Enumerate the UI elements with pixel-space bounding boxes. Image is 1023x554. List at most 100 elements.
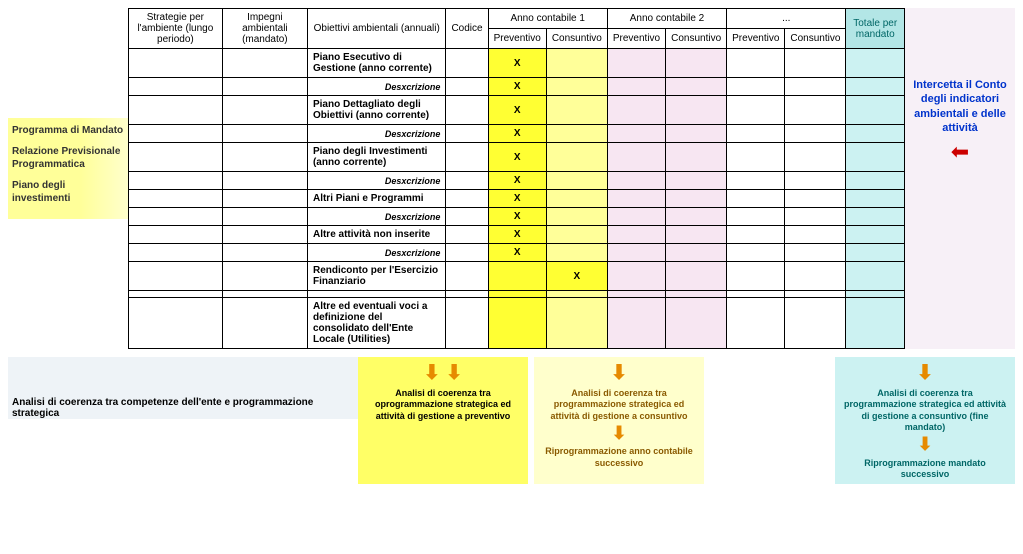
box2b-text: Riprogrammazione anno contabile successi… bbox=[540, 446, 698, 469]
cell-obiettivo: Altre ed eventuali voci a definizione de… bbox=[307, 298, 445, 349]
cell-prev3 bbox=[727, 49, 785, 78]
cell-obiettivo: Desxcrizione bbox=[307, 78, 445, 96]
cell-totale bbox=[846, 172, 905, 190]
cell-cons1 bbox=[546, 244, 607, 262]
table-body: Piano Esecutivo di Gestione (anno corren… bbox=[129, 49, 905, 349]
cell-obiettivo: Rendiconto per l'Esercizio Finanziario bbox=[307, 262, 445, 291]
cell-prev3 bbox=[727, 78, 785, 96]
cell-impegni bbox=[222, 96, 307, 125]
cell-prev3 bbox=[727, 172, 785, 190]
cell-prev1: X bbox=[488, 226, 546, 244]
cell-cons3 bbox=[785, 172, 846, 190]
cell-totale bbox=[846, 125, 905, 143]
cell-totale bbox=[846, 143, 905, 172]
cell-cons3 bbox=[785, 226, 846, 244]
cell-strategie bbox=[129, 298, 223, 349]
cell-totale bbox=[846, 291, 905, 298]
label-piano: Piano degli investimenti bbox=[12, 179, 124, 205]
table-row: Altre ed eventuali voci a definizione de… bbox=[129, 298, 905, 349]
table-row bbox=[129, 291, 905, 298]
arrow-down-icon: ⬇ bbox=[540, 361, 698, 386]
hdr-anno3: ... bbox=[727, 9, 846, 29]
cell-cons1 bbox=[546, 78, 607, 96]
cell-cons2 bbox=[666, 226, 727, 244]
hdr-cons1: Consuntivo bbox=[546, 29, 607, 49]
box-preventivo: ⬇ ⬇ Analisi di coerenza tra oprogrammazi… bbox=[358, 357, 528, 484]
hdr-impegni: Impegni ambientali (mandato) bbox=[222, 9, 307, 49]
cell-cons1 bbox=[546, 291, 607, 298]
cell-cons1 bbox=[546, 49, 607, 78]
hdr-anno2: Anno contabile 2 bbox=[607, 9, 726, 29]
arrow-down-icon: ⬇ bbox=[841, 361, 1009, 386]
cell-totale bbox=[846, 49, 905, 78]
cell-prev3 bbox=[727, 262, 785, 291]
table-row: DesxcrizioneX bbox=[129, 244, 905, 262]
cell-totale bbox=[846, 298, 905, 349]
box-mandato: ⬇ Analisi di coerenza tra programmazione… bbox=[835, 357, 1015, 484]
cell-cons3 bbox=[785, 143, 846, 172]
cell-strategie bbox=[129, 125, 223, 143]
cell-prev2 bbox=[607, 190, 665, 208]
cell-prev3 bbox=[727, 125, 785, 143]
box-consuntivo: ⬇ Analisi di coerenza tra programmazione… bbox=[534, 357, 704, 484]
cell-obiettivo: Altri Piani e Programmi bbox=[307, 190, 445, 208]
cell-prev2 bbox=[607, 78, 665, 96]
box3-text: Analisi di coerenza tra programmazione s… bbox=[841, 388, 1009, 433]
hdr-cons2: Consuntivo bbox=[666, 29, 727, 49]
cell-codice bbox=[446, 143, 488, 172]
cell-impegni bbox=[222, 49, 307, 78]
hdr-prev2: Preventivo bbox=[607, 29, 665, 49]
cell-prev1 bbox=[488, 298, 546, 349]
cell-strategie bbox=[129, 143, 223, 172]
cell-cons1 bbox=[546, 125, 607, 143]
arrow-down-icon: ⬇ bbox=[841, 433, 1009, 456]
arrow-down-icon: ⬇ bbox=[540, 422, 698, 445]
label-relazione: Relazione Previsionale Programmatica bbox=[12, 145, 124, 171]
cell-prev2 bbox=[607, 298, 665, 349]
cell-prev2 bbox=[607, 208, 665, 226]
cell-prev1: X bbox=[488, 78, 546, 96]
cell-codice bbox=[446, 298, 488, 349]
cell-cons2 bbox=[666, 78, 727, 96]
cell-cons1 bbox=[546, 208, 607, 226]
cell-totale bbox=[846, 96, 905, 125]
cell-prev2 bbox=[607, 125, 665, 143]
cell-prev3 bbox=[727, 226, 785, 244]
bottom-left-text: Analisi di coerenza tra competenze dell'… bbox=[8, 357, 358, 419]
cell-cons1 bbox=[546, 172, 607, 190]
cell-totale bbox=[846, 262, 905, 291]
cell-impegni bbox=[222, 291, 307, 298]
cell-cons1 bbox=[546, 298, 607, 349]
table-row: Altre attività non inseriteX bbox=[129, 226, 905, 244]
cell-prev1 bbox=[488, 262, 546, 291]
cell-cons1 bbox=[546, 190, 607, 208]
cell-prev1: X bbox=[488, 125, 546, 143]
cell-prev2 bbox=[607, 172, 665, 190]
cell-cons2 bbox=[666, 262, 727, 291]
cell-codice bbox=[446, 208, 488, 226]
arrow-down-icon: ⬇ ⬇ bbox=[364, 361, 522, 386]
cell-cons2 bbox=[666, 96, 727, 125]
hdr-obiettivi: Obiettivi ambientali (annuali) bbox=[307, 9, 445, 49]
cell-codice bbox=[446, 190, 488, 208]
cell-prev2 bbox=[607, 49, 665, 78]
cell-cons2 bbox=[666, 125, 727, 143]
cell-strategie bbox=[129, 96, 223, 125]
hdr-anno1: Anno contabile 1 bbox=[488, 9, 607, 29]
cell-totale bbox=[846, 190, 905, 208]
cell-prev1 bbox=[488, 291, 546, 298]
cell-prev3 bbox=[727, 298, 785, 349]
cell-obiettivo: Desxcrizione bbox=[307, 172, 445, 190]
cell-impegni bbox=[222, 78, 307, 96]
cell-cons3 bbox=[785, 49, 846, 78]
cell-impegni bbox=[222, 143, 307, 172]
cell-cons3 bbox=[785, 262, 846, 291]
box2-text: Analisi di coerenza tra programmazione s… bbox=[540, 388, 698, 422]
cell-cons3 bbox=[785, 208, 846, 226]
cell-obiettivo: Piano Dettagliato degli Obiettivi (anno … bbox=[307, 96, 445, 125]
cell-obiettivo: Desxcrizione bbox=[307, 208, 445, 226]
cell-codice bbox=[446, 244, 488, 262]
hdr-totale: Totale per mandato bbox=[846, 9, 905, 49]
cell-cons3 bbox=[785, 298, 846, 349]
table-row: Altri Piani e ProgrammiX bbox=[129, 190, 905, 208]
